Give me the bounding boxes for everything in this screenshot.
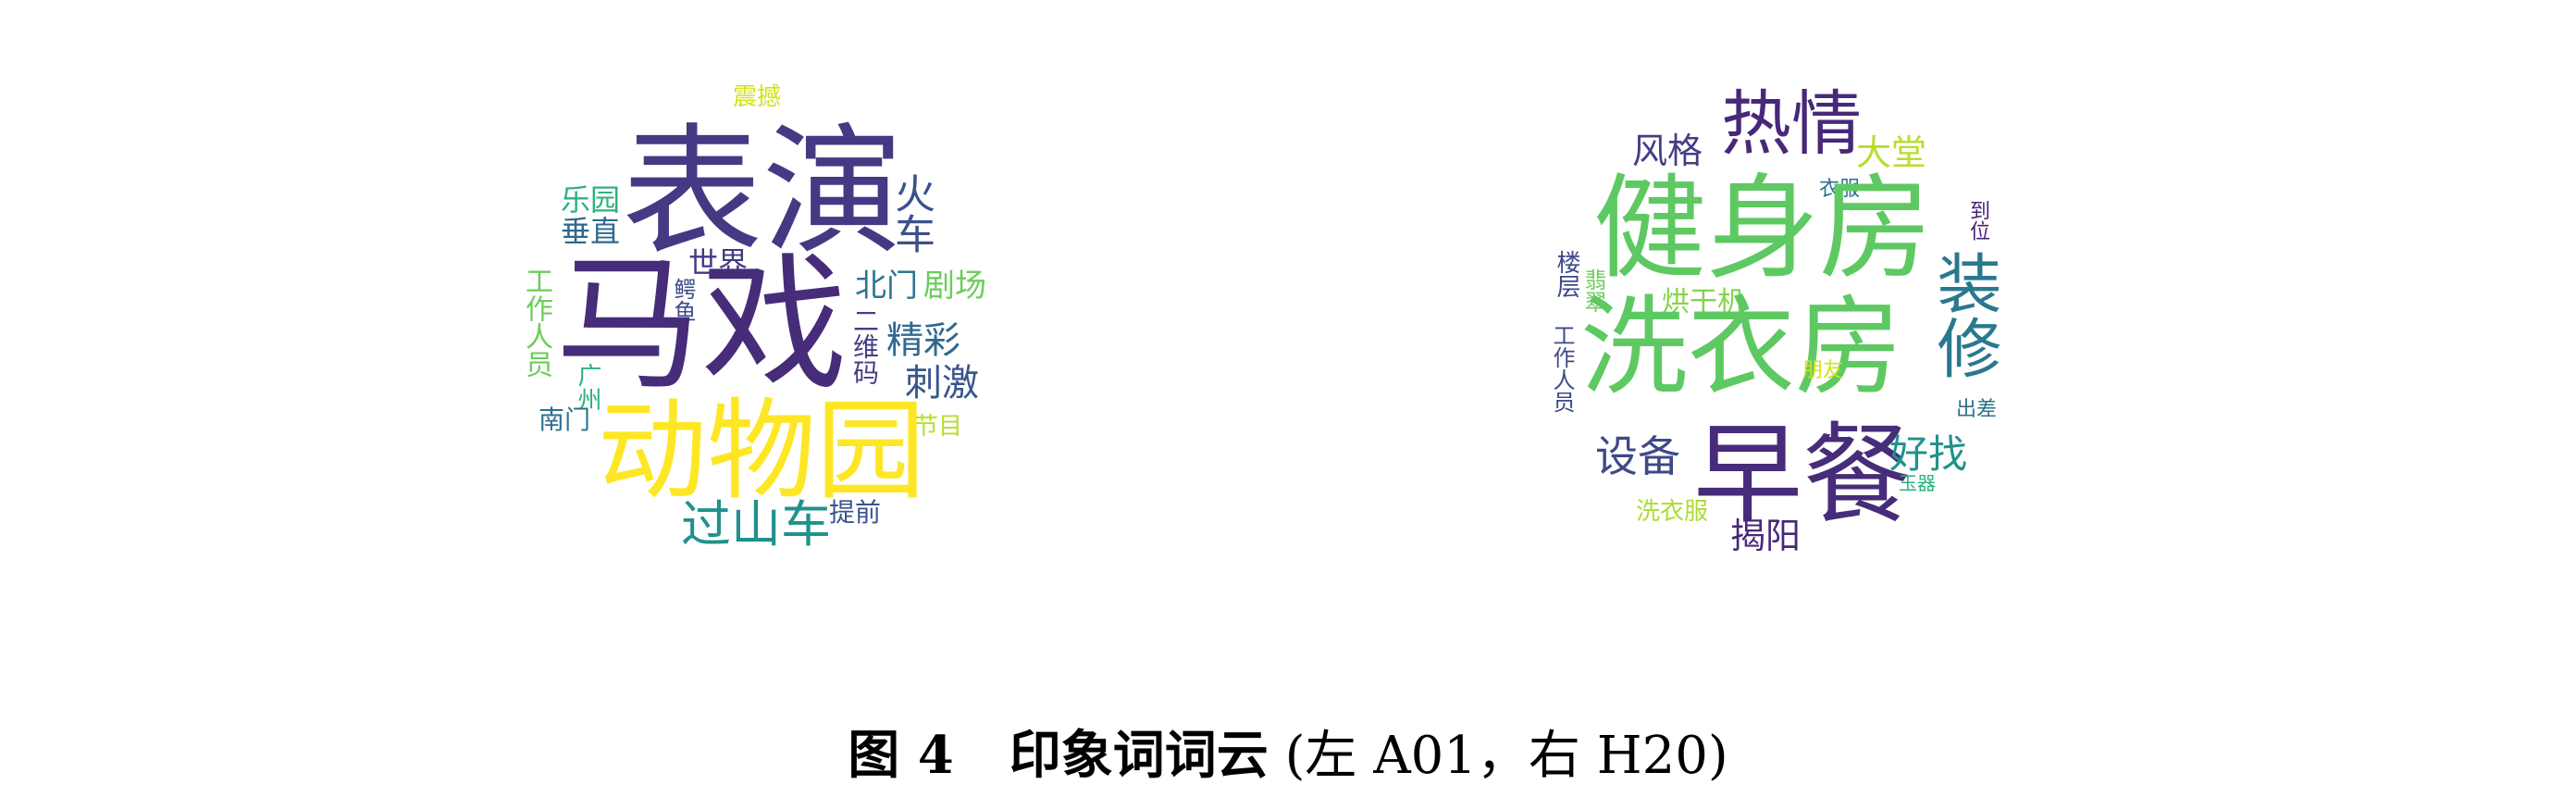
word: 北门 bbox=[855, 268, 918, 305]
caption-detail-close: ) bbox=[1707, 726, 1728, 786]
word: 烘干机 bbox=[1662, 286, 1745, 318]
word: 火车 bbox=[887, 172, 935, 254]
word: 鳄鱼 bbox=[670, 278, 696, 322]
caption-left-id: A01 bbox=[1373, 726, 1477, 786]
word: 动物园 bbox=[598, 387, 926, 515]
word: 二维码 bbox=[849, 307, 880, 385]
word: 刺激 bbox=[905, 362, 979, 405]
word: 朋友 bbox=[1802, 359, 1844, 382]
word: 工作人员 bbox=[1549, 324, 1575, 413]
figure-title: 印象词词云 bbox=[1009, 725, 1269, 786]
word: 震撼 bbox=[733, 83, 782, 111]
word: 热情 bbox=[1721, 82, 1862, 165]
word: 好找 bbox=[1889, 431, 1968, 477]
word: 揭阳 bbox=[1730, 516, 1802, 556]
word: 玉器 bbox=[1899, 472, 1936, 494]
word: 装修 bbox=[1926, 250, 2002, 380]
word: 过山车 bbox=[681, 495, 831, 554]
word: 翡翠 bbox=[1580, 268, 1606, 313]
figure-label: 图 4 bbox=[848, 725, 954, 786]
word: 提前 bbox=[829, 497, 882, 528]
word: 世界 bbox=[688, 245, 749, 280]
word: 表演 bbox=[622, 110, 903, 274]
word: 洗衣房 bbox=[1580, 285, 1902, 410]
word: 精彩 bbox=[886, 319, 960, 362]
word: 洗衣服 bbox=[1636, 498, 1709, 526]
word-cloud-left: 震撼 表演 火车 乐园 垂直 世界 鳄鱼 工作人员 马戏 北门 剧场 精彩 二维… bbox=[463, 0, 1110, 648]
word: 衣服 bbox=[1819, 178, 1861, 201]
word: 广州 bbox=[574, 363, 601, 411]
word: 节目 bbox=[914, 413, 963, 441]
word: 楼层 bbox=[1553, 250, 1580, 298]
word: 健身房 bbox=[1593, 163, 1932, 294]
word: 早餐 bbox=[1693, 411, 1913, 539]
word: 设备 bbox=[1595, 431, 1680, 481]
word: 出差 bbox=[1956, 398, 1998, 421]
word: 大堂 bbox=[1856, 132, 1927, 173]
word: 到位 bbox=[1966, 200, 1989, 241]
word: 工作人员 bbox=[520, 267, 552, 378]
word: 马戏 bbox=[555, 240, 848, 410]
figure-caption: 图 4 印象词词云 (左 A01，右 H20) bbox=[0, 729, 2576, 782]
word: 垂直 bbox=[561, 214, 621, 249]
word: 乐园 bbox=[561, 182, 621, 218]
word: 南门 bbox=[539, 405, 591, 435]
word: 剧场 bbox=[923, 268, 986, 305]
caption-detail-open: (左 bbox=[1268, 726, 1374, 786]
word-cloud-right: 热情 风格 大堂 衣服 到位 健身房 楼层 翡翠 烘干机 工作人员 洗衣房 装修… bbox=[1471, 0, 2119, 648]
caption-separator: ，右 bbox=[1476, 726, 1597, 786]
caption-right-id: H20 bbox=[1596, 726, 1708, 786]
word: 风格 bbox=[1632, 131, 1703, 171]
